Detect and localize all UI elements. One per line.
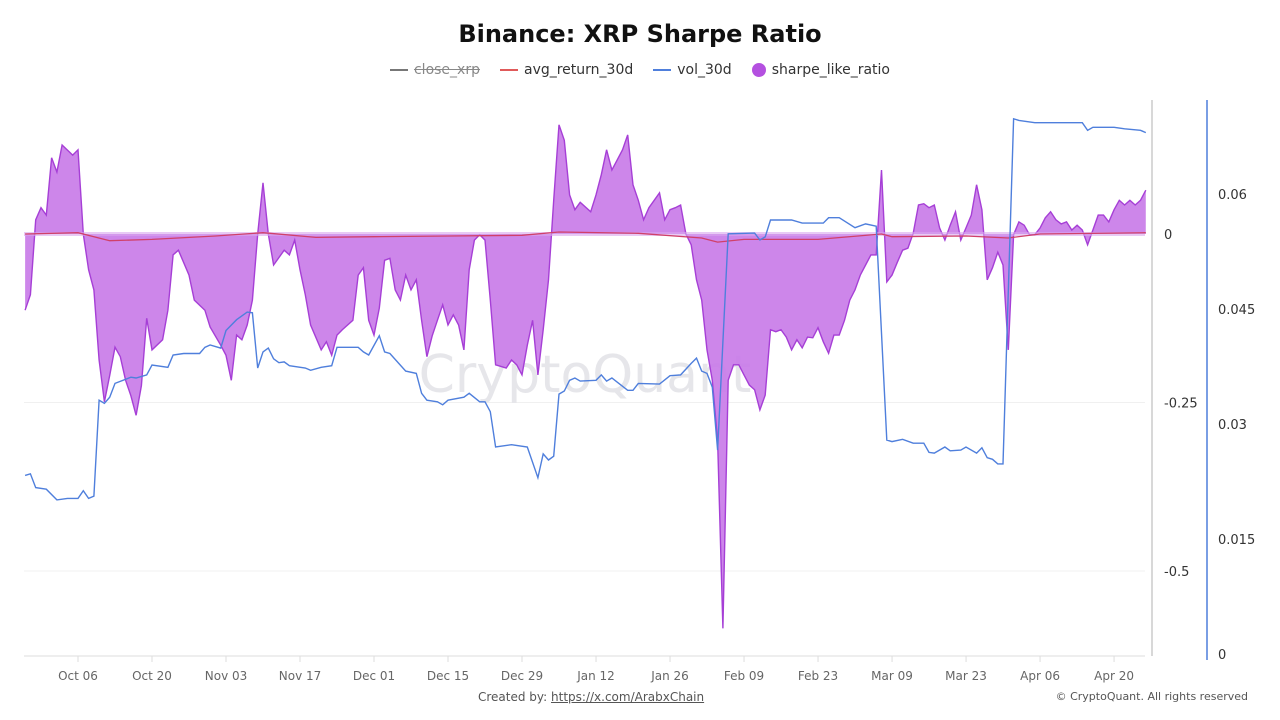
legend-label: avg_return_30d: [523, 62, 634, 78]
x-tick-label: Mar 23: [945, 669, 987, 683]
copyright: © CryptoQuant. All rights reserved: [1055, 690, 1248, 703]
sharpe-line: [24, 124, 1147, 629]
legend-line-icon: [499, 69, 518, 71]
legend-label: close_xrp: [413, 62, 480, 78]
chart-title: Binance: XRP Sharpe Ratio: [458, 20, 822, 48]
x-tick-label: Nov 17: [279, 669, 322, 683]
legend-label: sharpe_like_ratio: [771, 62, 890, 78]
x-tick-label: Oct 06: [58, 669, 98, 683]
right-tick-label: 0.03: [1218, 418, 1247, 433]
x-tick-label: Apr 06: [1020, 669, 1060, 683]
watermark: CryptoQuant: [419, 345, 752, 405]
right-tick-label: 0: [1218, 648, 1226, 663]
x-tick-label: Dec 15: [427, 669, 469, 683]
right-tick-label: 0.06: [1218, 188, 1247, 203]
left-tick-label: -0.5: [1164, 565, 1189, 580]
x-tick-label: Dec 29: [501, 669, 543, 683]
legend-item-sharpe-like-ratio[interactable]: sharpe_like_ratio: [751, 62, 890, 78]
legend-dot-icon: [751, 63, 766, 77]
legend-item-avg-return-30d[interactable]: avg_return_30d: [499, 62, 634, 78]
created-by-link[interactable]: https://x.com/ArabxChain: [551, 690, 705, 704]
left-tick-label: 0: [1164, 228, 1172, 243]
legend-line-icon: [389, 69, 408, 71]
created-by: Created by: https://x.com/ArabxChain: [478, 690, 704, 704]
legend-line-icon: [653, 69, 672, 71]
zero-band: [24, 232, 1145, 236]
vol-line: [24, 117, 1147, 501]
right-tick-label: 0.045: [1218, 303, 1255, 318]
x-tick-label: Oct 20: [132, 669, 172, 683]
legend-label: vol_30d: [677, 62, 732, 78]
x-tick-label: Dec 01: [353, 669, 395, 683]
x-tick-label: Jan 12: [576, 669, 615, 683]
legend: close_xrp avg_return_30d vol_30d sharpe_lik…: [0, 62, 1280, 78]
x-tick-label: Jan 26: [650, 669, 689, 683]
legend-item-close-xrp[interactable]: close_xrp: [389, 62, 480, 78]
sharpe-area: [25, 124, 1146, 629]
legend-item-vol-30d[interactable]: vol_30d: [653, 62, 732, 78]
right-tick-label: 0.015: [1218, 533, 1255, 548]
created-by-label: Created by:: [478, 690, 552, 704]
x-tick-label: Mar 09: [871, 669, 913, 683]
x-tick-label: Apr 20: [1094, 669, 1134, 683]
x-tick-label: Nov 03: [205, 669, 248, 683]
left-tick-label: -0.25: [1164, 397, 1198, 412]
x-tick-label: Feb 09: [724, 669, 764, 683]
x-tick-label: Feb 23: [798, 669, 838, 683]
avg-return-line: [25, 231, 1146, 243]
